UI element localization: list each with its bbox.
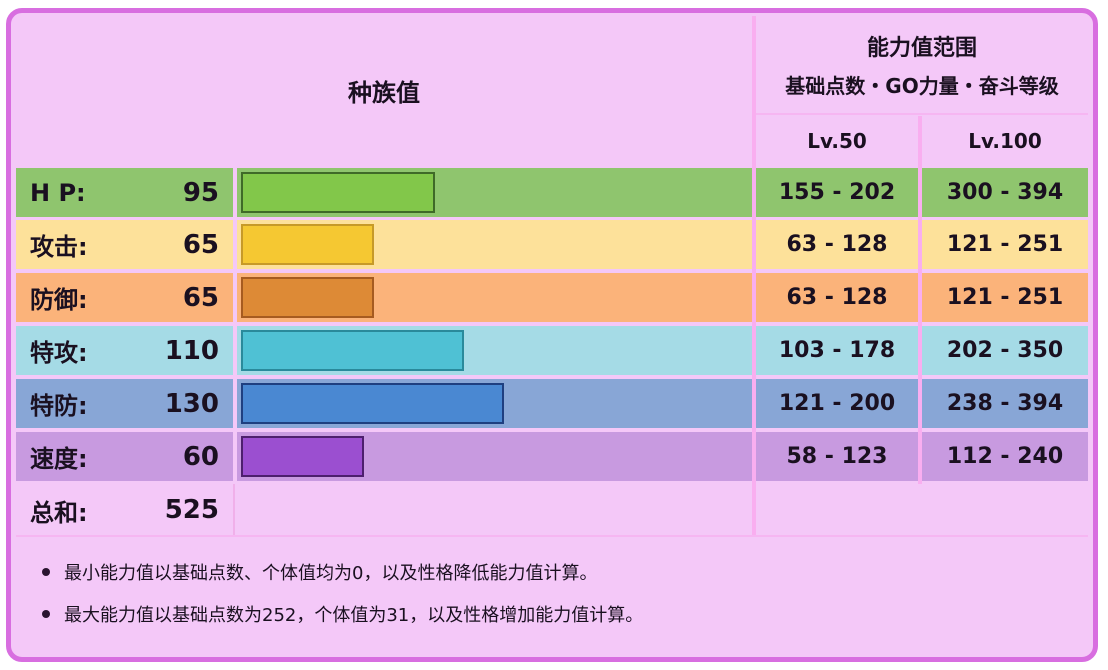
lv50-range-text: 58 - 123 [786, 444, 888, 469]
lv50-range: 155 - 202 [756, 168, 918, 217]
stat-row-label: 特攻: 110 [16, 326, 233, 375]
stat-label: 防御: [30, 286, 88, 314]
lv100-range: 121 - 251 [922, 273, 1088, 322]
stat-bar [241, 224, 374, 265]
base-stats-title: 种族值 [348, 79, 420, 107]
lv100-range-text: 300 - 394 [946, 180, 1064, 205]
lv100-range: 121 - 251 [922, 220, 1088, 269]
lv50-range-text: 103 - 178 [778, 338, 896, 363]
stat-range-header: 能力值范围 基础点数・GO力量・奋斗等级 [756, 16, 1088, 113]
total-value: 525 [164, 495, 219, 525]
lv100-range: 112 - 240 [922, 432, 1088, 481]
stat-label: 攻击: [30, 233, 88, 261]
lv50-range: 103 - 178 [756, 326, 918, 375]
note-text: 最大能力值以基础点数为252，个体值为31，以及性格增加能力值计算。 [64, 605, 644, 626]
stat-value: 60 [182, 441, 219, 472]
stat-value: 110 [164, 335, 219, 366]
lv50-range: 121 - 200 [756, 379, 918, 428]
lv100-label: Lv.100 [968, 128, 1042, 153]
stat-label: 速度: [30, 445, 88, 473]
column-divider [233, 484, 235, 536]
notes-divider [16, 535, 1088, 537]
stat-value: 65 [182, 229, 219, 260]
lv50-range: 63 - 128 [756, 273, 918, 322]
stat-label: 特防: [30, 392, 88, 420]
bullet-icon [42, 568, 50, 576]
lv50-range: 63 - 128 [756, 220, 918, 269]
lv50-range-text: 63 - 128 [786, 232, 888, 257]
lv100-range-text: 121 - 251 [946, 285, 1064, 310]
lv50-range-text: 155 - 202 [778, 180, 896, 205]
stat-bar-track [237, 273, 752, 322]
stat-row-label: H P: 95 [16, 168, 233, 217]
stat-bar-track [237, 220, 752, 269]
stat-label: 特攻: [30, 339, 88, 367]
base-stats-header: 种族值 [16, 16, 752, 165]
stat-value: 65 [182, 282, 219, 313]
stat-bar [241, 436, 364, 477]
stat-value: 95 [182, 177, 219, 208]
lv100-range-text: 238 - 394 [946, 391, 1064, 416]
range-title: 能力值范围 [866, 36, 977, 61]
lv50-range-text: 63 - 128 [786, 285, 888, 310]
stat-bar-track [237, 379, 752, 428]
stat-row-label: 速度: 60 [16, 432, 233, 481]
note-text: 最小能力值以基础点数、个体值均为0，以及性格降低能力值计算。 [64, 563, 598, 584]
range-subtitle: 基础点数・GO力量・奋斗等级 [785, 74, 1059, 98]
stat-bar-track [237, 168, 752, 217]
notes-section: 最小能力值以基础点数、个体值均为0，以及性格降低能力值计算。 最大能力值以基础点… [16, 537, 1088, 649]
stat-bar [241, 172, 435, 213]
lv100-range-text: 112 - 240 [946, 444, 1064, 469]
total-label: 总和: [30, 498, 88, 527]
lv100-range-text: 121 - 251 [946, 232, 1064, 257]
lv50-header: Lv.50 [756, 116, 918, 165]
stat-bar-track [237, 326, 752, 375]
stat-row-label: 特防: 130 [16, 379, 233, 428]
column-divider [752, 16, 756, 536]
stat-value: 130 [164, 388, 219, 419]
lv50-range-text: 121 - 200 [778, 391, 896, 416]
lv100-range-text: 202 - 350 [946, 338, 1064, 363]
stat-bar [241, 383, 504, 424]
stat-bar [241, 330, 464, 371]
note-min: 最小能力值以基础点数、个体值均为0，以及性格降低能力值计算。 [42, 559, 597, 585]
lv50-label: Lv.50 [807, 128, 867, 153]
note-max: 最大能力值以基础点数为252，个体值为31，以及性格增加能力值计算。 [42, 601, 643, 627]
stat-bar [241, 277, 374, 318]
lv100-range: 300 - 394 [922, 168, 1088, 217]
lv100-header: Lv.100 [922, 116, 1088, 165]
column-divider [918, 116, 922, 484]
lv100-range: 202 - 350 [922, 326, 1088, 375]
stat-row-label: 防御: 65 [16, 273, 233, 322]
total-row: 总和: 525 [16, 484, 233, 536]
lv50-range: 58 - 123 [756, 432, 918, 481]
stat-label: H P: [30, 178, 86, 207]
stat-bar-track [237, 432, 752, 481]
lv100-range: 238 - 394 [922, 379, 1088, 428]
bullet-icon [42, 610, 50, 618]
header-divider [756, 113, 1088, 115]
stat-row-label: 攻击: 65 [16, 220, 233, 269]
